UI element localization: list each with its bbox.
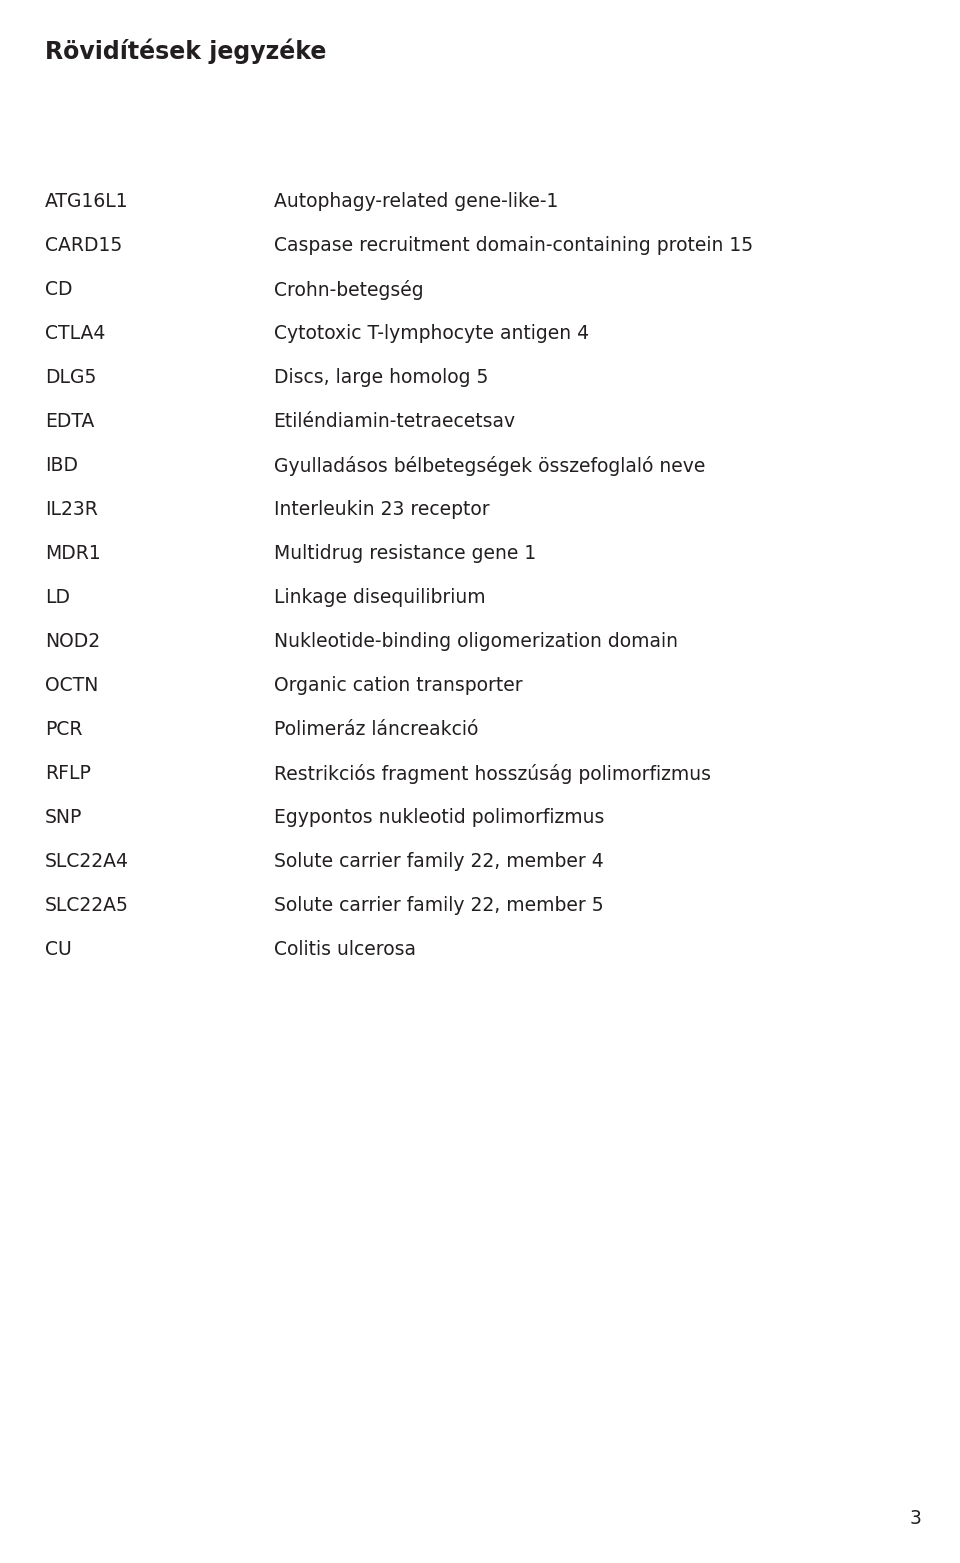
- Text: SLC22A5: SLC22A5: [45, 896, 129, 914]
- Text: Egypontos nukleotid polimorfizmus: Egypontos nukleotid polimorfizmus: [274, 808, 604, 827]
- Text: Interleukin 23 receptor: Interleukin 23 receptor: [274, 500, 490, 519]
- Text: Solute carrier family 22, member 4: Solute carrier family 22, member 4: [274, 852, 603, 871]
- Text: DLG5: DLG5: [45, 367, 97, 388]
- Text: Linkage disequilibrium: Linkage disequilibrium: [274, 588, 485, 606]
- Text: Solute carrier family 22, member 5: Solute carrier family 22, member 5: [274, 896, 603, 914]
- Text: Autophagy-related gene-like-1: Autophagy-related gene-like-1: [274, 192, 558, 211]
- Text: SLC22A4: SLC22A4: [45, 852, 129, 871]
- Text: PCR: PCR: [45, 721, 83, 739]
- Text: ATG16L1: ATG16L1: [45, 192, 129, 211]
- Text: Discs, large homolog 5: Discs, large homolog 5: [274, 367, 488, 388]
- Text: SNP: SNP: [45, 808, 83, 827]
- Text: Etiléndiamin-tetraecetsav: Etiléndiamin-tetraecetsav: [274, 413, 516, 431]
- Text: Nukleotide-binding oligomerization domain: Nukleotide-binding oligomerization domai…: [274, 631, 678, 652]
- Text: IBD: IBD: [45, 456, 78, 475]
- Text: Gyulladásos bélbetegségek összefoglaló neve: Gyulladásos bélbetegségek összefoglaló n…: [274, 456, 705, 477]
- Text: Restrikciós fragment hosszúság polimorfizmus: Restrikciós fragment hosszúság polimorfi…: [274, 764, 710, 785]
- Text: EDTA: EDTA: [45, 413, 94, 431]
- Text: Caspase recruitment domain-containing protein 15: Caspase recruitment domain-containing pr…: [274, 236, 753, 255]
- Text: RFLP: RFLP: [45, 764, 91, 783]
- Text: OCTN: OCTN: [45, 677, 99, 696]
- Text: CTLA4: CTLA4: [45, 324, 106, 342]
- Text: Colitis ulcerosa: Colitis ulcerosa: [274, 939, 416, 960]
- Text: Polimeráz láncreakció: Polimeráz láncreakció: [274, 721, 478, 739]
- Text: Rövidítések jegyzéke: Rövidítések jegyzéke: [45, 38, 326, 64]
- Text: NOD2: NOD2: [45, 631, 100, 652]
- Text: IL23R: IL23R: [45, 500, 98, 519]
- Text: CARD15: CARD15: [45, 236, 122, 255]
- Text: Crohn-betegség: Crohn-betegség: [274, 280, 423, 300]
- Text: Multidrug resistance gene 1: Multidrug resistance gene 1: [274, 544, 536, 563]
- Text: CU: CU: [45, 939, 72, 960]
- Text: 3: 3: [910, 1508, 922, 1529]
- Text: MDR1: MDR1: [45, 544, 101, 563]
- Text: LD: LD: [45, 588, 70, 606]
- Text: Organic cation transporter: Organic cation transporter: [274, 677, 522, 696]
- Text: Cytotoxic T-lymphocyte antigen 4: Cytotoxic T-lymphocyte antigen 4: [274, 324, 588, 342]
- Text: CD: CD: [45, 280, 73, 299]
